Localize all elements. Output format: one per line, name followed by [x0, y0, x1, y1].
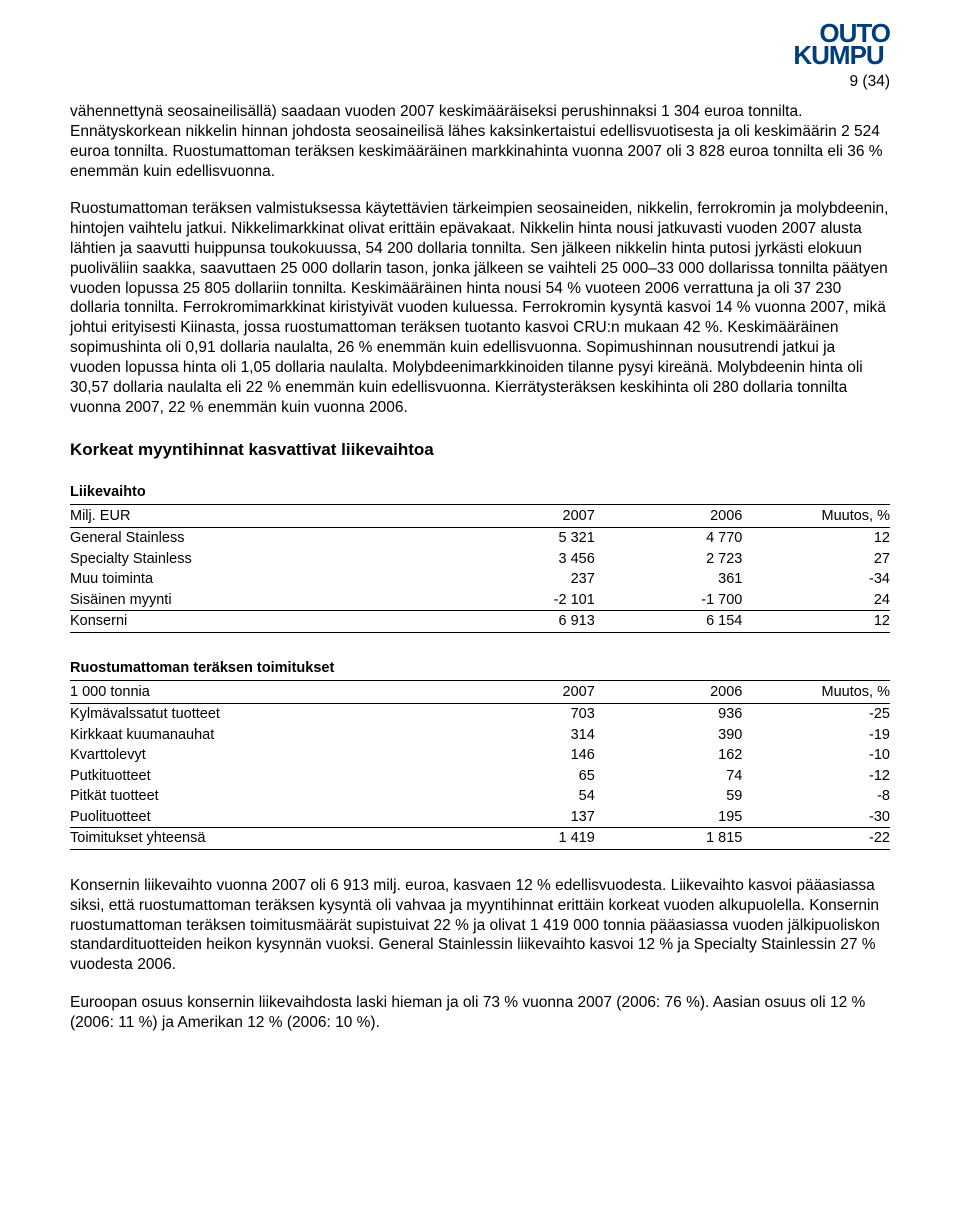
table1-title: Liikevaihto — [70, 483, 890, 502]
table-cell: 12 — [742, 611, 890, 633]
table-cell: 27 — [742, 549, 890, 570]
table1-h1: 2007 — [447, 504, 595, 528]
table-cell: 5 321 — [447, 528, 595, 549]
table1-header-row: Milj. EUR 2007 2006 Muutos, % — [70, 504, 890, 528]
table-cell: -22 — [742, 828, 890, 850]
table-cell: 314 — [447, 725, 595, 746]
table-cell: 3 456 — [447, 549, 595, 570]
table-cell: 137 — [447, 807, 595, 828]
table-cell: 195 — [595, 807, 743, 828]
table2-h0: 1 000 tonnia — [70, 680, 447, 704]
table2-h2: 2006 — [595, 680, 743, 704]
table-cell: 65 — [447, 766, 595, 787]
table-row: General Stainless5 3214 77012 — [70, 528, 890, 549]
table-cell: 54 — [447, 786, 595, 807]
table-cell: -8 — [742, 786, 890, 807]
table-cell: -2 101 — [447, 590, 595, 611]
table-cell: -25 — [742, 704, 890, 725]
table-cell: Toimitukset yhteensä — [70, 828, 447, 850]
table2-header-row: 1 000 tonnia 2007 2006 Muutos, % — [70, 680, 890, 704]
table1-h3: Muutos, % — [742, 504, 890, 528]
table-cell: Specialty Stainless — [70, 549, 447, 570]
table-toimitukset: 1 000 tonnia 2007 2006 Muutos, % Kylmäva… — [70, 680, 890, 850]
table-cell: 4 770 — [595, 528, 743, 549]
table-cell: 59 — [595, 786, 743, 807]
page-number: 9 (34) — [70, 72, 890, 92]
table-liikevaihto: Milj. EUR 2007 2006 Muutos, % General St… — [70, 504, 890, 633]
table-cell: 390 — [595, 725, 743, 746]
table-cell: Putkituotteet — [70, 766, 447, 787]
table-cell: Konserni — [70, 611, 447, 633]
table-total-row: Toimitukset yhteensä1 4191 815-22 — [70, 828, 890, 850]
table-cell: 24 — [742, 590, 890, 611]
table-row: Pitkät tuotteet5459-8 — [70, 786, 890, 807]
table-cell: Kirkkaat kuumanauhat — [70, 725, 447, 746]
body-paragraph-3: Konsernin liikevaihto vuonna 2007 oli 6 … — [70, 876, 890, 975]
table-row: Kylmävalssatut tuotteet703936-25 — [70, 704, 890, 725]
table-cell: Puolituotteet — [70, 807, 447, 828]
table-cell: 1 419 — [447, 828, 595, 850]
table-cell: Muu toiminta — [70, 569, 447, 590]
table-row: Sisäinen myynti-2 101-1 70024 — [70, 590, 890, 611]
logo-line-2: KUMPU — [793, 44, 883, 66]
table-cell: -10 — [742, 745, 890, 766]
table-cell: Kylmävalssatut tuotteet — [70, 704, 447, 725]
table-cell: -12 — [742, 766, 890, 787]
table-cell: 936 — [595, 704, 743, 725]
section-title: Korkeat myyntihinnat kasvattivat liikeva… — [70, 439, 890, 461]
table-cell: 1 815 — [595, 828, 743, 850]
table-row: Putkituotteet6574-12 — [70, 766, 890, 787]
table-cell: 162 — [595, 745, 743, 766]
table1-h0: Milj. EUR — [70, 504, 447, 528]
table-row: Specialty Stainless3 4562 72327 — [70, 549, 890, 570]
table-cell: 146 — [447, 745, 595, 766]
table-cell: -1 700 — [595, 590, 743, 611]
body-paragraph-4: Euroopan osuus konsernin liikevaihdosta … — [70, 993, 890, 1033]
table1-h2: 2006 — [595, 504, 743, 528]
table2-h3: Muutos, % — [742, 680, 890, 704]
table-cell: 703 — [447, 704, 595, 725]
table-cell: 6 154 — [595, 611, 743, 633]
body-paragraph-2: Ruostumattoman teräksen valmistuksessa k… — [70, 199, 890, 417]
table-cell: -30 — [742, 807, 890, 828]
body-paragraph-1: vähennettynä seosaineilisällä) saadaan v… — [70, 102, 890, 181]
table2-title: Ruostumattoman teräksen toimitukset — [70, 659, 890, 678]
table-cell: Pitkät tuotteet — [70, 786, 447, 807]
table-row: Kvarttolevyt146162-10 — [70, 745, 890, 766]
table-cell: 361 — [595, 569, 743, 590]
table-row: Puolituotteet137195-30 — [70, 807, 890, 828]
table2-h1: 2007 — [447, 680, 595, 704]
table-cell: -34 — [742, 569, 890, 590]
table-cell: 237 — [447, 569, 595, 590]
table-cell: Sisäinen myynti — [70, 590, 447, 611]
table-cell: General Stainless — [70, 528, 447, 549]
header: OUTO KUMPU — [70, 22, 890, 66]
table-total-row: Konserni6 9136 15412 — [70, 611, 890, 633]
table-row: Kirkkaat kuumanauhat314390-19 — [70, 725, 890, 746]
outokumpu-logo: OUTO KUMPU — [793, 22, 890, 66]
table-cell: 6 913 — [447, 611, 595, 633]
table-cell: 74 — [595, 766, 743, 787]
table-cell: Kvarttolevyt — [70, 745, 447, 766]
table-row: Muu toiminta237361-34 — [70, 569, 890, 590]
table-cell: 12 — [742, 528, 890, 549]
table-cell: 2 723 — [595, 549, 743, 570]
table-cell: -19 — [742, 725, 890, 746]
